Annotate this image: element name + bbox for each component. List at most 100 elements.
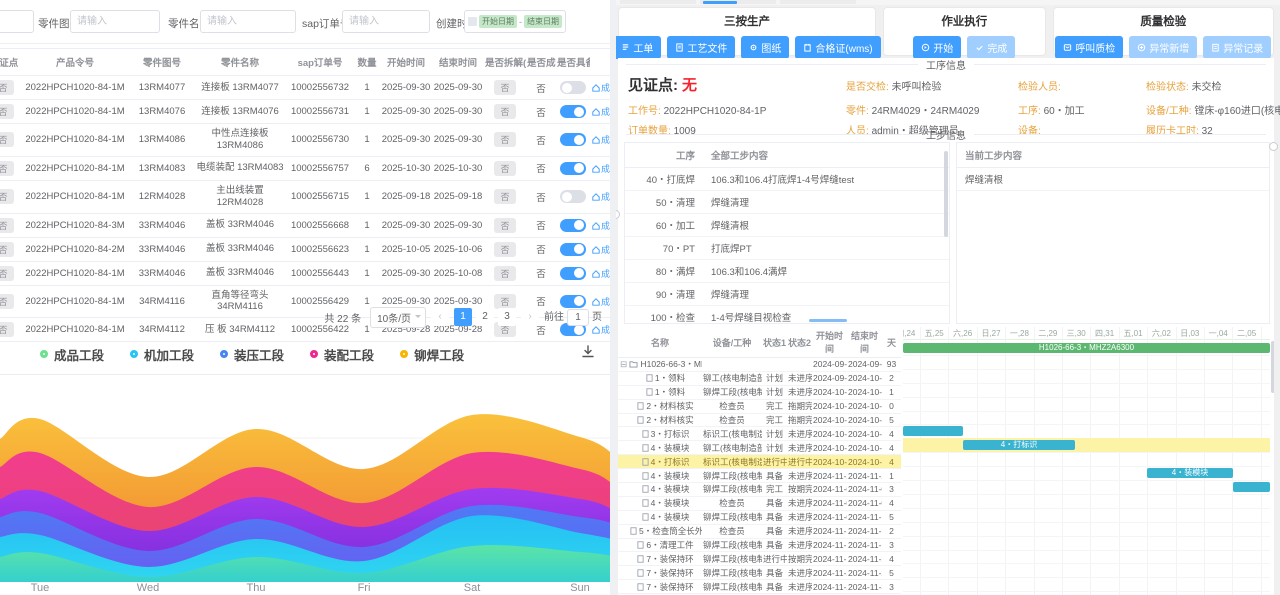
splitter-handle-left[interactable] <box>616 210 620 219</box>
completeness-link[interactable]: 成套性 <box>592 221 610 231</box>
completeness-link[interactable]: 成套性 <box>592 192 610 202</box>
gantt-row[interactable]: 4・装模块铆焊工段(核电制造部)具备未进序2024-11-282024-11-2… <box>618 468 901 484</box>
ready-toggle[interactable] <box>560 242 586 256</box>
呼叫质检-button[interactable]: 呼叫质检 <box>1055 36 1124 59</box>
split-badge[interactable]: 否 <box>494 241 516 257</box>
gantt-bar-3[interactable]: 4・装模块 <box>1147 468 1233 479</box>
split-badge[interactable]: 否 <box>494 293 516 309</box>
gantt-row[interactable]: 4・打标识标识工(核电制造部)进行中进行中2024-10-262024-10-3… <box>618 454 901 470</box>
steps-horizontal-scrollbar[interactable] <box>809 319 847 322</box>
gantt-row[interactable]: 7・装保持环铆焊工段(核电制造部)具备未进序2024-11-272024-11-… <box>618 579 901 595</box>
completeness-link[interactable]: 成套性 <box>592 245 610 255</box>
witness-badge[interactable]: 否 <box>0 80 14 95</box>
page-button-1[interactable]: 1 <box>454 308 472 326</box>
异常新增-button[interactable]: 异常新增 <box>1129 36 1198 59</box>
split-badge[interactable]: 否 <box>494 322 516 338</box>
gantt-row[interactable]: 6・清理工件铆焊工段(核电制造部)具备未进序2024-11-162024-11-… <box>618 538 901 553</box>
gantt-bar-1[interactable] <box>903 426 963 437</box>
legend-item-3[interactable]: 装配工段 <box>310 345 374 364</box>
split-badge[interactable]: 否 <box>494 265 516 281</box>
witness-badge[interactable]: 否 <box>0 189 14 205</box>
part-name-input[interactable] <box>200 10 296 33</box>
ready-toggle[interactable] <box>560 133 586 147</box>
gantt-bar-4[interactable] <box>1233 482 1270 492</box>
ready-toggle[interactable] <box>560 294 586 308</box>
witness-badge[interactable]: 否 <box>0 104 14 119</box>
witness-badge[interactable]: 否 <box>0 265 14 281</box>
完成-button[interactable]: 完成 <box>967 36 1016 59</box>
tab-stub-3[interactable] <box>780 0 856 4</box>
gantt-row[interactable]: 5・检查筒全长外径检查员具备未进序2024-11-142024-11-162 <box>618 524 901 539</box>
clipped-filter-input[interactable] <box>0 10 34 33</box>
splitter-handle-right[interactable] <box>1269 142 1278 151</box>
create-time-range-picker[interactable]: 开始日期 - 结束日期 <box>464 10 566 33</box>
工艺文件-button[interactable]: 工艺文件 <box>667 36 736 59</box>
ready-toggle[interactable] <box>560 161 586 175</box>
gantt-row[interactable]: ⊟ H1026-66-3・MHZ2A6300 2024-09-182024-09-… <box>618 357 901 372</box>
gantt-bar-0[interactable]: H1026-66-3・MHZ2A6300 <box>903 343 1270 353</box>
tab-stub-2[interactable] <box>700 0 776 4</box>
ready-toggle[interactable] <box>560 105 586 118</box>
gantt-scrollbar[interactable] <box>1271 341 1274 393</box>
ready-toggle[interactable] <box>560 218 586 232</box>
witness-badge[interactable]: 否 <box>0 217 14 233</box>
split-badge[interactable]: 否 <box>494 104 516 119</box>
split-badge[interactable]: 否 <box>494 80 516 95</box>
end-date-field[interactable]: 结束日期 <box>524 15 562 28</box>
工单-button[interactable]: 工单 <box>616 36 662 59</box>
gantt-row[interactable]: 2・材料核实检查员完工拖期完成2024-10-102024-10-100 <box>618 399 901 414</box>
gantt-row[interactable]: 7・装保持环铆焊工段(核电制造部)进行中按期完成2024-11-192024-1… <box>618 551 901 567</box>
gantt-row[interactable]: 8・车立车-2.5米(核电制造部)进行中按期完成2024-09-252024-1… <box>618 593 901 595</box>
legend-item-4[interactable]: 铆焊工段 <box>400 345 464 364</box>
sap-order-input[interactable] <box>342 10 430 33</box>
合格证(wms)-button[interactable]: 合格证(wms) <box>795 36 881 59</box>
split-badge[interactable]: 否 <box>494 132 516 148</box>
completeness-link[interactable]: 成套性 <box>592 135 610 145</box>
ready-toggle[interactable] <box>560 323 586 337</box>
page-button-3[interactable]: 3 <box>498 308 516 326</box>
gantt-row[interactable]: 3・打标识标识工(核电制造部)计划未进序2024-10-182024-10-22… <box>618 426 901 442</box>
异常记录-button[interactable]: 异常记录 <box>1203 36 1272 59</box>
part-drawing-input[interactable] <box>70 10 160 33</box>
witness-badge[interactable]: 否 <box>0 132 14 148</box>
tab-stub-1[interactable] <box>620 0 696 4</box>
gantt-row[interactable]: 2・材料核实检查员完工拖期完成2024-10-092024-10-145 <box>618 413 901 428</box>
completeness-link[interactable]: 成套性 <box>592 83 610 93</box>
gantt-row[interactable]: 1・领料铆焊工段(核电制造部)计划未进序2024-10-042024-10-05… <box>618 385 901 400</box>
split-badge[interactable]: 否 <box>494 217 516 233</box>
completeness-link[interactable]: 成套性 <box>592 297 610 307</box>
ready-toggle[interactable] <box>560 266 586 280</box>
witness-badge[interactable]: 否 <box>0 293 14 309</box>
page-button-2[interactable]: 2 <box>476 308 494 326</box>
witness-badge[interactable]: 否 <box>0 241 14 257</box>
legend-item-0[interactable]: 成品工段 <box>40 345 104 364</box>
completeness-link[interactable]: 成套性 <box>592 107 610 117</box>
collapse-icon[interactable]: ⊟ <box>620 359 630 370</box>
ready-toggle[interactable] <box>560 190 586 204</box>
gantt-row[interactable]: 4・装模块铆焊工段(核电制造部)具备未进序2024-11-092024-11-1… <box>618 510 901 525</box>
legend-item-1[interactable]: 机加工段 <box>130 345 194 364</box>
legend-item-2[interactable]: 装压工段 <box>220 345 284 364</box>
completeness-link[interactable]: 成套性 <box>592 164 610 174</box>
gantt-bar-2[interactable]: 4・打标识 <box>963 440 1075 451</box>
gantt-row[interactable]: 4・装模块铆焊工段(核电制造部)完工按期完成2024-11-022024-11-… <box>618 482 901 497</box>
prev-page-button[interactable]: ‹ <box>431 308 449 326</box>
witness-badge[interactable]: 否 <box>0 160 14 176</box>
开始-button[interactable]: 开始 <box>913 36 962 59</box>
completeness-link[interactable]: 成套性 <box>592 325 610 335</box>
witness-badge[interactable]: 否 <box>0 322 14 338</box>
gantt-row[interactable]: 7・装保持环铆焊工段(核电制造部)具备未进序2024-11-222024-11-… <box>618 565 901 581</box>
next-page-button[interactable]: › <box>521 308 539 326</box>
split-badge[interactable]: 否 <box>494 189 516 205</box>
completeness-link[interactable]: 成套性 <box>592 269 610 279</box>
steps-vertical-scrollbar[interactable] <box>944 151 948 237</box>
page-size-select[interactable]: 10条/页 <box>370 306 426 328</box>
download-icon[interactable] <box>580 344 596 365</box>
图纸-button[interactable]: 图纸 <box>741 36 790 59</box>
ready-toggle[interactable] <box>560 81 586 94</box>
goto-page-input[interactable] <box>567 309 589 326</box>
split-badge[interactable]: 否 <box>494 160 516 176</box>
